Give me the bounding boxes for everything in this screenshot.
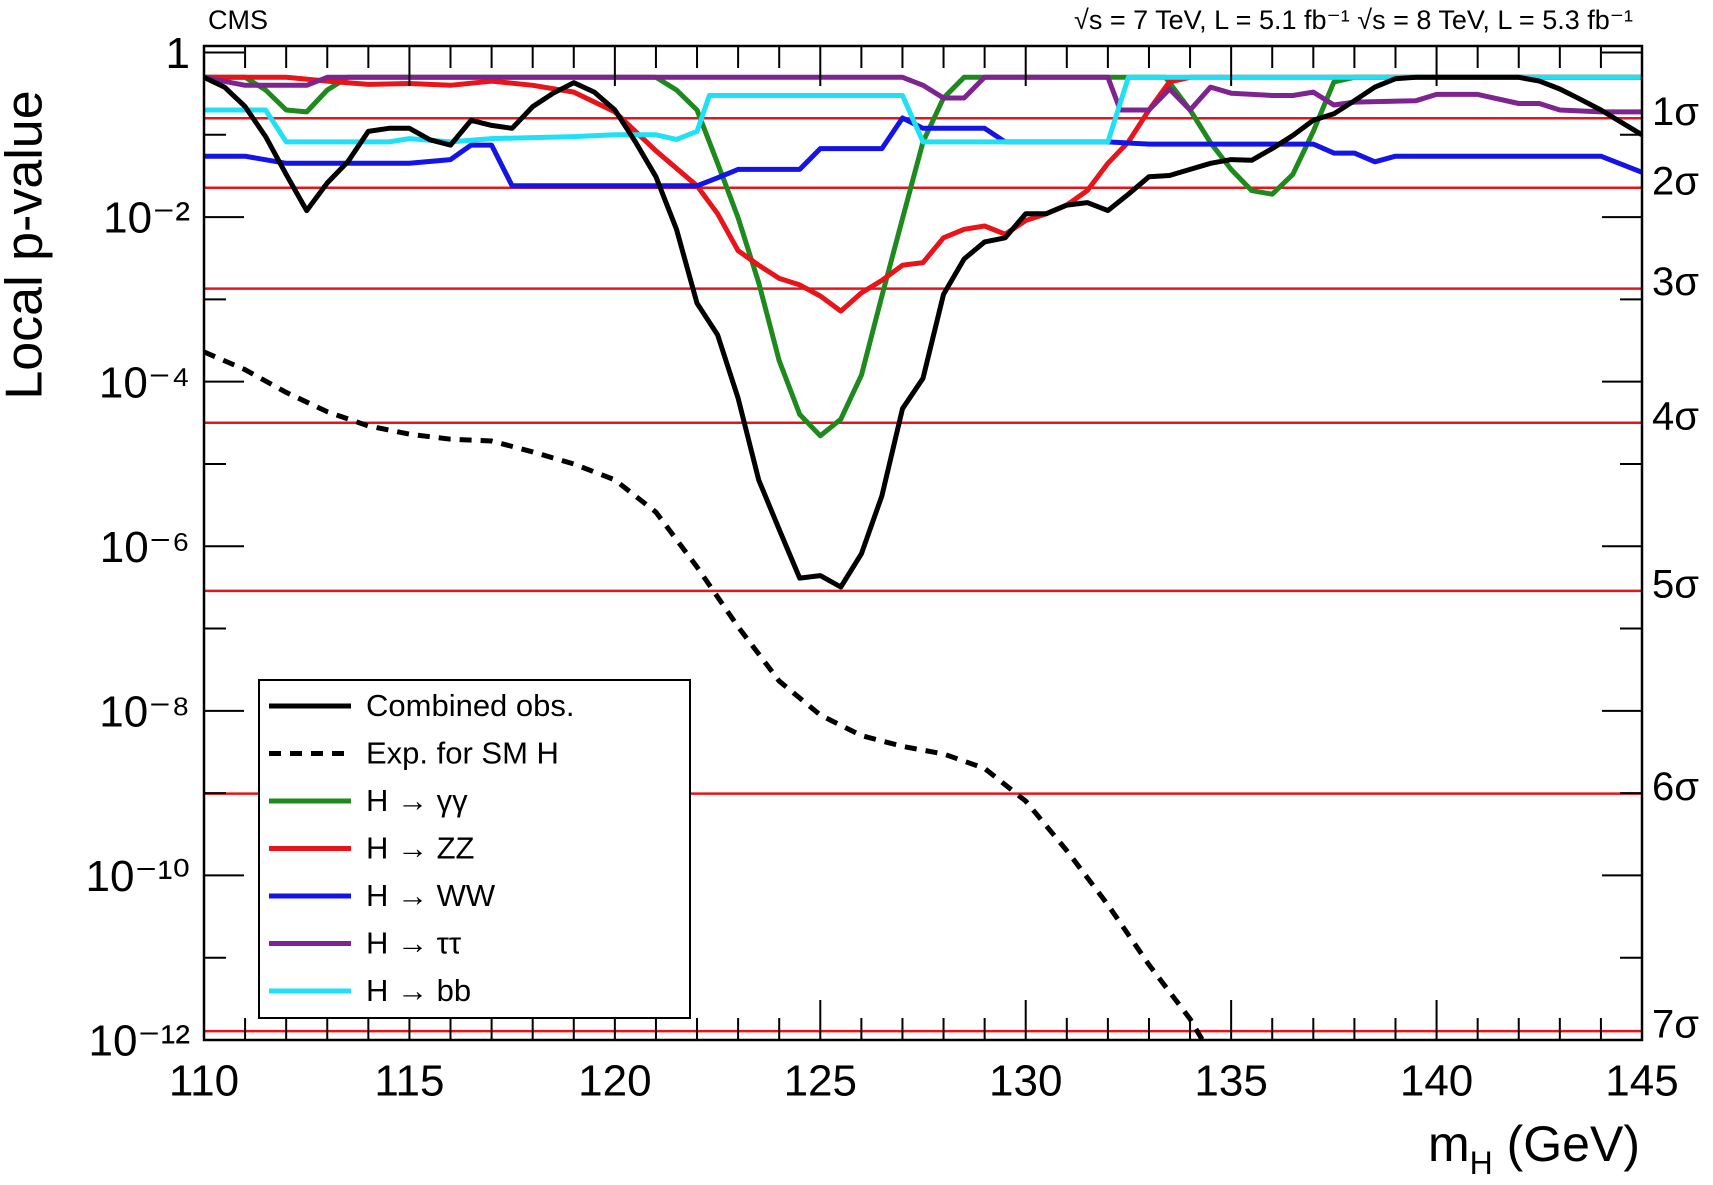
legend-label: H → ZZ — [366, 831, 475, 866]
legend-label: H → γγ — [366, 783, 468, 818]
x-tick-label: 130 — [989, 1057, 1062, 1106]
sigma-label: 6σ — [1652, 765, 1699, 809]
series-line — [204, 74, 1642, 115]
x-axis-label: mH (GeV) — [1428, 1116, 1640, 1181]
sigma-label: 7σ — [1652, 1003, 1699, 1047]
plot-frame — [202, 44, 1644, 1042]
sigma-label: 1σ — [1652, 90, 1699, 134]
x-tick-label: 120 — [578, 1057, 651, 1106]
legend-label: H → bb — [366, 973, 471, 1008]
x-axis-label-rest: (GeV) — [1493, 1116, 1640, 1172]
x-axis-label-main: m — [1428, 1116, 1470, 1172]
x-axis-label-sub: H — [1470, 1145, 1493, 1181]
legend-label: H → WW — [366, 878, 496, 913]
series-line — [204, 349, 1205, 1040]
sigma-label: 3σ — [1652, 260, 1699, 304]
series-line — [204, 115, 1642, 189]
x-tick-label: 135 — [1194, 1057, 1267, 1106]
y-tick-label: 10⁻⁶ — [100, 523, 190, 572]
chart-subtitle: √s = 7 TeV, L = 5.1 fb⁻¹ √s = 8 TeV, L =… — [1074, 5, 1633, 35]
y-tick-label: 1 — [166, 29, 190, 78]
chart-title: CMS — [208, 5, 268, 35]
y-axis-label: Local p-value — [0, 90, 54, 399]
legend-label: Combined obs. — [366, 688, 575, 723]
x-tick-label: 125 — [784, 1057, 857, 1106]
x-tick-label: 140 — [1400, 1057, 1473, 1106]
y-tick-label: 10⁻¹⁰ — [86, 852, 190, 901]
series-line — [204, 74, 1642, 145]
legend-label: Exp. for SM H — [366, 736, 559, 771]
y-tick-label: 10⁻² — [103, 194, 190, 243]
legend: Combined obs. Exp. for SM H H → γγ H → ZZ H … — [258, 679, 691, 1019]
y-tick-label: 10⁻⁸ — [99, 687, 190, 736]
sigma-label: 4σ — [1652, 394, 1699, 438]
x-tick-label: 145 — [1605, 1057, 1678, 1106]
x-tick-label: 110 — [169, 1057, 239, 1106]
series-line — [204, 74, 1642, 590]
y-tick-label: 10⁻⁴ — [99, 358, 190, 407]
y-tick-label: 10⁻¹² — [89, 1017, 190, 1066]
sigma-label: 5σ — [1652, 562, 1699, 606]
legend-label: H → ττ — [366, 926, 461, 961]
x-tick-label: 115 — [374, 1057, 444, 1106]
sigma-label: 2σ — [1652, 159, 1699, 203]
series-line — [204, 74, 1642, 314]
